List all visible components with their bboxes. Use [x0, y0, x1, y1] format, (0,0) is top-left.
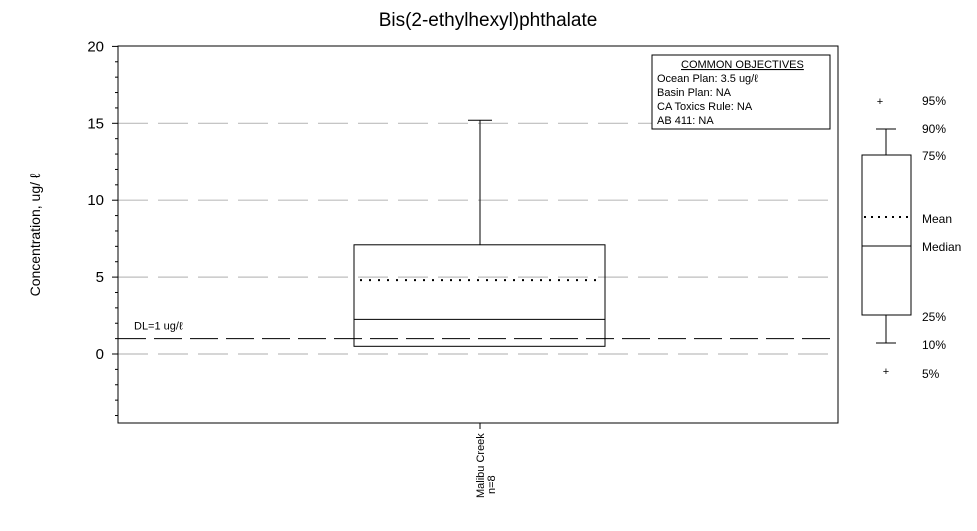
legend-label-median: Median [922, 240, 961, 254]
legend: + + 95% 90% 75% Mean Median 25% 10% 5% [861, 94, 961, 381]
x-category-label: Malibu Creek [475, 433, 487, 498]
legend-box [861, 154, 912, 316]
legend-p95-marker: + [877, 96, 883, 108]
y-axis-label: Concentration, ug/ ℓ [27, 173, 43, 296]
objective-line: Ocean Plan: 3.5 ug/ℓ [657, 73, 758, 85]
legend-label-mean: Mean [922, 212, 952, 226]
legend-label-95: 95% [922, 94, 946, 108]
y-axis: 0 5 10 15 20 [87, 38, 118, 417]
objective-line: AB 411: NA [657, 115, 714, 127]
objectives-heading: COMMON OBJECTIVES [681, 59, 804, 71]
reference-lines: DL=1 ug/ℓ [118, 321, 838, 340]
y-tick-label: 15 [87, 115, 104, 132]
x-axis: Malibu Creek n=8 [475, 423, 498, 498]
legend-p5-marker: + [883, 366, 889, 378]
box [353, 244, 606, 347]
x-category-n: n=8 [486, 475, 498, 494]
y-tick-label: 10 [87, 192, 104, 209]
objectives-frame [651, 54, 831, 130]
legend-label-90: 90% [922, 122, 946, 136]
legend-label-10: 10% [922, 338, 946, 352]
objective-line: Basin Plan: NA [657, 87, 732, 99]
y-tick-label: 0 [96, 346, 104, 363]
detection-limit-label: DL=1 ug/ℓ [134, 321, 183, 333]
objectives-box: COMMON OBJECTIVES Ocean Plan: 3.5 ug/ℓ B… [651, 54, 831, 130]
legend-label-75: 75% [922, 149, 946, 163]
legend-label-5: 5% [922, 367, 940, 381]
box-plot-layer [353, 119, 606, 347]
objective-line: CA Toxics Rule: NA [657, 101, 753, 113]
plot-frame [117, 45, 839, 424]
y-tick-label: 20 [87, 38, 104, 55]
y-tick-label: 5 [96, 269, 104, 286]
legend-label-25: 25% [922, 310, 946, 324]
chart-title: Bis(2-ethylhexyl)phthalate [379, 10, 598, 31]
